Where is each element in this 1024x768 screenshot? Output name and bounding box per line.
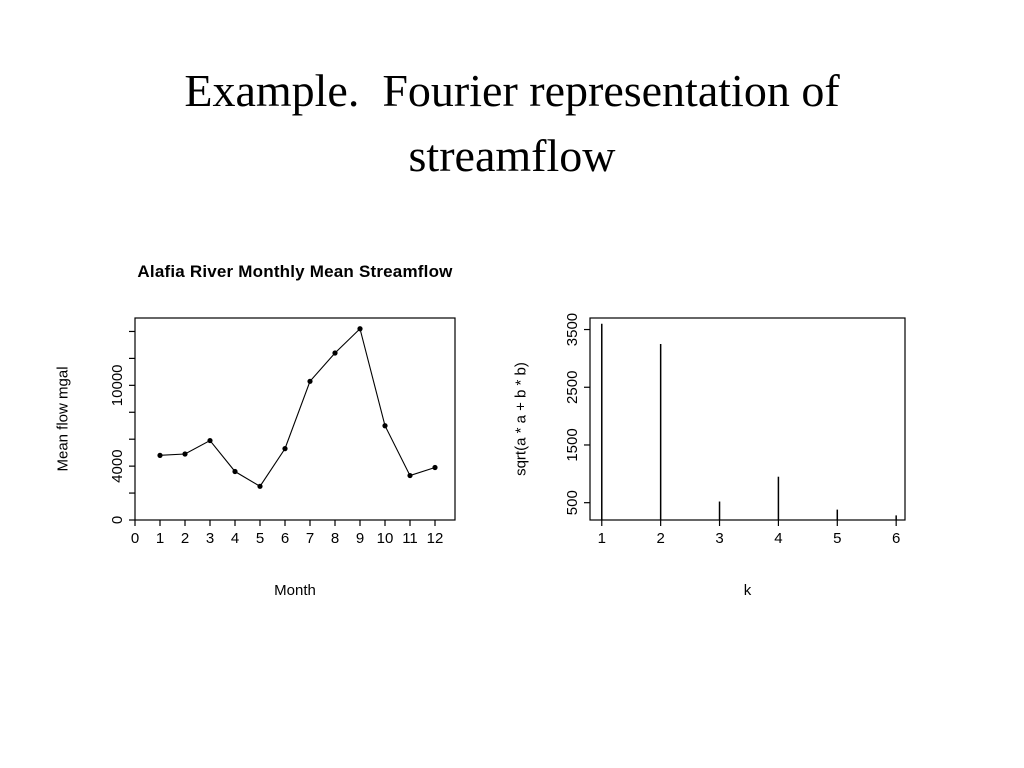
y-tick-label: 1500: [564, 428, 581, 461]
data-point: [407, 472, 413, 479]
x-tick-label: 9: [356, 530, 364, 547]
series-line: [159, 327, 436, 488]
x-tick-label: 1: [598, 530, 606, 547]
streamflow-chart-xlabel: Month: [274, 582, 316, 599]
x-tick-label: 12: [427, 530, 444, 547]
x-tick-label: 1: [156, 530, 164, 547]
x-tick-label: 10: [377, 530, 394, 547]
fourier-chart-ylabel: sqrt(a * a + b * b): [512, 362, 530, 476]
x-tick-label: 6: [281, 530, 289, 547]
axes: 1 2 3 4 5 6 500 1500 2500 3500: [564, 313, 906, 547]
streamflow-chart-title: Alafia River Monthly Mean Streamflow: [137, 262, 453, 281]
y-tick-label: 10000: [109, 364, 126, 406]
x-tick-label: 11: [402, 530, 418, 547]
y-tick-label: 4000: [109, 449, 126, 482]
x-tick-label: 2: [181, 530, 189, 547]
data-point: [357, 326, 363, 332]
x-tick-label: 4: [231, 530, 239, 547]
y-tick-label: 3500: [564, 313, 581, 346]
data-point: [257, 483, 263, 489]
fourier-amplitude-chart: 1 2 3 4 5 6 500 1500 2500 3500: [564, 313, 906, 547]
streamflow-chart-ylabel: Mean flow mgal: [54, 366, 72, 472]
data-point: [182, 451, 188, 457]
x-tick-label: 2: [656, 530, 664, 547]
x-tick-label: 5: [833, 530, 841, 547]
data-point: [232, 468, 238, 475]
x-tick-label: 5: [256, 530, 264, 547]
data-point: [157, 452, 163, 458]
plot-box: [589, 317, 906, 521]
series: [157, 326, 438, 489]
x-tick-label: 7: [306, 530, 314, 547]
fourier-chart-xlabel: k: [743, 582, 752, 599]
data-point: [432, 464, 438, 471]
y-tick-label: 0: [109, 516, 126, 524]
data-point: [332, 350, 338, 356]
y-tick-label: 500: [564, 490, 581, 515]
plot-box: [134, 317, 456, 521]
slide-title: Example. Fourier representation of strea…: [184, 65, 840, 182]
x-tick-label: 8: [331, 530, 339, 547]
x-tick-label: 6: [892, 530, 900, 547]
data-point: [382, 423, 388, 429]
series: [601, 323, 897, 520]
x-tick-label: 3: [206, 530, 214, 547]
x-tick-label: 0: [131, 530, 139, 547]
x-tick-label: 3: [715, 530, 723, 547]
data-point: [282, 446, 288, 452]
data-point: [307, 378, 313, 384]
y-tick-label: 2500: [564, 371, 581, 404]
data-point: [207, 437, 213, 444]
x-tick-label: 4: [774, 530, 782, 547]
